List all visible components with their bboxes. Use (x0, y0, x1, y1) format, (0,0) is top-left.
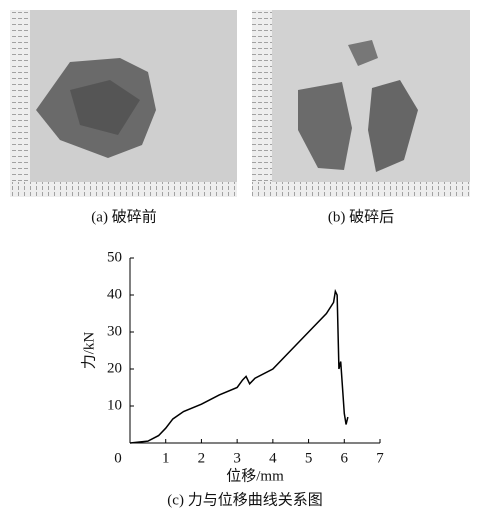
y-tick-label: 40 (107, 286, 122, 302)
x-axis-label: 位移/mm (226, 467, 284, 484)
x-tick-label: 3 (233, 450, 241, 466)
y-axis-label: 力/kN (80, 332, 97, 370)
chart: 0 1 2 3 4 5 6 7 10 20 30 40 50 位移/mm 力/kN (c) 力与位移曲线关系图 (80, 249, 384, 508)
y-tick-label: 10 (107, 397, 122, 413)
x-tick-label: 4 (269, 450, 277, 466)
x-tick-label: 7 (376, 450, 384, 466)
y-tick-label: 20 (107, 360, 122, 376)
photo-b (252, 10, 470, 197)
y-tick-label: 30 (107, 323, 122, 339)
line (130, 291, 348, 443)
caption: (c) 力与位移曲线关系图 (167, 491, 322, 508)
caption: (a) 破碎前 (91, 208, 156, 225)
photo-a (10, 10, 237, 197)
x-tick-label: 1 (162, 450, 170, 466)
x-tick-label: 5 (305, 450, 313, 466)
x-tick-label: 2 (198, 450, 206, 466)
x-tick-label: 0 (114, 450, 122, 466)
figure: (a) 破碎前 (b) 破碎后 0 1 2 3 4 5 6 7 10 20 30 40 50 位移/mm 力… (0, 0, 479, 516)
caption: (b) 破碎后 (328, 208, 394, 225)
y-tick-label: 50 (107, 249, 122, 265)
x-tick-label: 6 (341, 450, 349, 466)
